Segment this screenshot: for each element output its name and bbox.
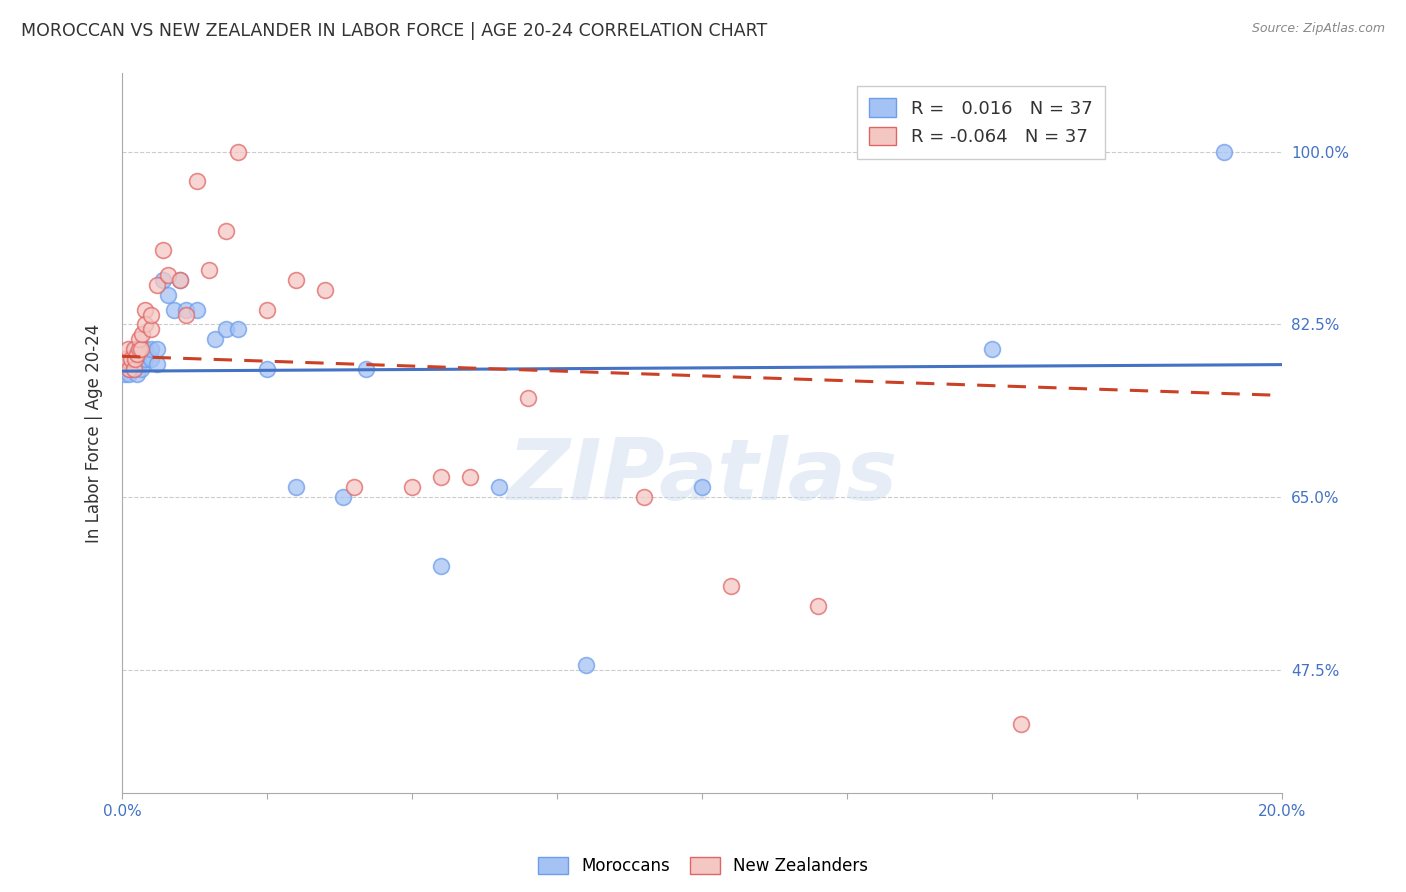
Point	[125, 367, 148, 381]
Point	[354, 361, 377, 376]
Point	[198, 263, 221, 277]
Point	[139, 351, 162, 366]
Point	[134, 302, 156, 317]
Point	[129, 361, 152, 376]
Text: ZIPatlas: ZIPatlas	[508, 434, 897, 517]
Point	[690, 480, 713, 494]
Point	[256, 302, 278, 317]
Point	[430, 559, 453, 574]
Point	[314, 283, 336, 297]
Point	[139, 342, 162, 356]
Point	[169, 273, 191, 287]
Point	[458, 470, 481, 484]
Point	[575, 657, 598, 672]
Legend: Moroccans, New Zealanders: Moroccans, New Zealanders	[531, 850, 875, 882]
Point	[157, 268, 180, 282]
Point	[122, 351, 145, 366]
Point	[215, 224, 238, 238]
Y-axis label: In Labor Force | Age 20-24: In Labor Force | Age 20-24	[86, 323, 103, 542]
Point	[134, 342, 156, 356]
Point	[332, 490, 354, 504]
Point	[122, 342, 145, 356]
Point	[807, 599, 830, 613]
Point	[118, 361, 141, 376]
Point	[174, 302, 197, 317]
Point	[128, 347, 150, 361]
Point	[256, 361, 278, 376]
Point	[981, 342, 1004, 356]
Point	[128, 342, 150, 356]
Point	[129, 342, 152, 356]
Point	[117, 342, 139, 356]
Point	[488, 480, 510, 494]
Point	[120, 351, 142, 366]
Point	[125, 347, 148, 361]
Point	[131, 327, 153, 342]
Point	[120, 351, 142, 366]
Point	[401, 480, 423, 494]
Point	[343, 480, 366, 494]
Point	[128, 332, 150, 346]
Point	[204, 332, 226, 346]
Point	[430, 470, 453, 484]
Point	[139, 308, 162, 322]
Point	[131, 342, 153, 356]
Point	[124, 351, 146, 366]
Point	[117, 361, 139, 376]
Point	[152, 244, 174, 258]
Point	[1010, 717, 1032, 731]
Point	[186, 302, 208, 317]
Point	[122, 361, 145, 376]
Point	[157, 288, 180, 302]
Point	[114, 351, 136, 366]
Legend: R =   0.016   N = 37, R = -0.064   N = 37: R = 0.016 N = 37, R = -0.064 N = 37	[856, 86, 1105, 159]
Point	[139, 322, 162, 336]
Point	[114, 367, 136, 381]
Point	[146, 357, 169, 371]
Point	[517, 392, 540, 406]
Text: MOROCCAN VS NEW ZEALANDER IN LABOR FORCE | AGE 20-24 CORRELATION CHART: MOROCCAN VS NEW ZEALANDER IN LABOR FORCE…	[21, 22, 768, 40]
Point	[720, 579, 742, 593]
Point	[215, 322, 238, 336]
Point	[226, 145, 249, 159]
Point	[128, 357, 150, 371]
Point	[152, 273, 174, 287]
Point	[1213, 145, 1236, 159]
Point	[169, 273, 191, 287]
Point	[122, 361, 145, 376]
Point	[146, 278, 169, 293]
Point	[285, 480, 308, 494]
Point	[285, 273, 308, 287]
Point	[163, 302, 186, 317]
Point	[174, 308, 197, 322]
Point	[134, 351, 156, 366]
Point	[146, 342, 169, 356]
Point	[118, 367, 141, 381]
Point	[124, 342, 146, 356]
Point	[186, 174, 208, 188]
Point	[226, 322, 249, 336]
Point	[134, 318, 156, 332]
Point	[633, 490, 655, 504]
Text: Source: ZipAtlas.com: Source: ZipAtlas.com	[1251, 22, 1385, 36]
